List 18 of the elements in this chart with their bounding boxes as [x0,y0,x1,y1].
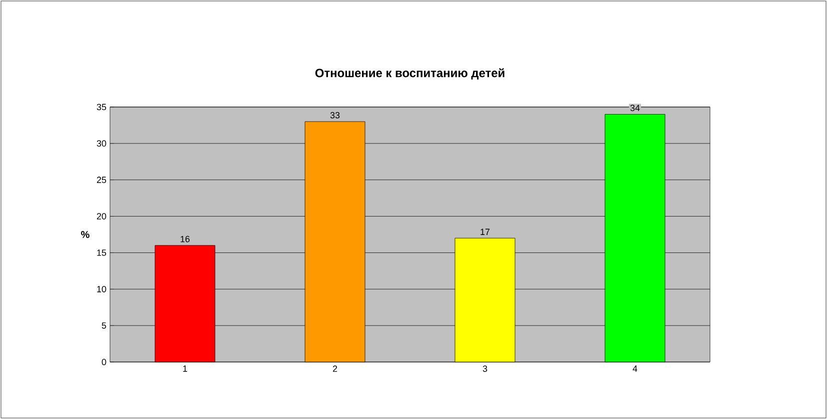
data-label: 33 [330,112,340,118]
y-axis-title: % [81,230,90,238]
y-tick-label: 10 [97,286,106,292]
chart-title: Отношение к воспитанию детей [315,68,504,80]
y-tick-label: 0 [102,358,106,366]
y-tick-label: 15 [97,250,106,256]
x-tick-label: 4 [632,366,638,372]
x-tick-label: 1 [183,366,188,372]
y-tick-label: 5 [102,322,106,329]
y-tick-label: 30 [96,140,106,147]
x-tick-label: 2 [332,366,338,372]
data-label: 16 [180,236,190,242]
data-label: 34 [630,104,640,112]
y-tick-label: 25 [96,176,106,184]
x-tick-label: 3 [482,366,488,372]
y-tick-label: 35 [96,104,106,110]
y-tick-label: 20 [96,213,106,220]
data-label: 17 [480,228,490,235]
